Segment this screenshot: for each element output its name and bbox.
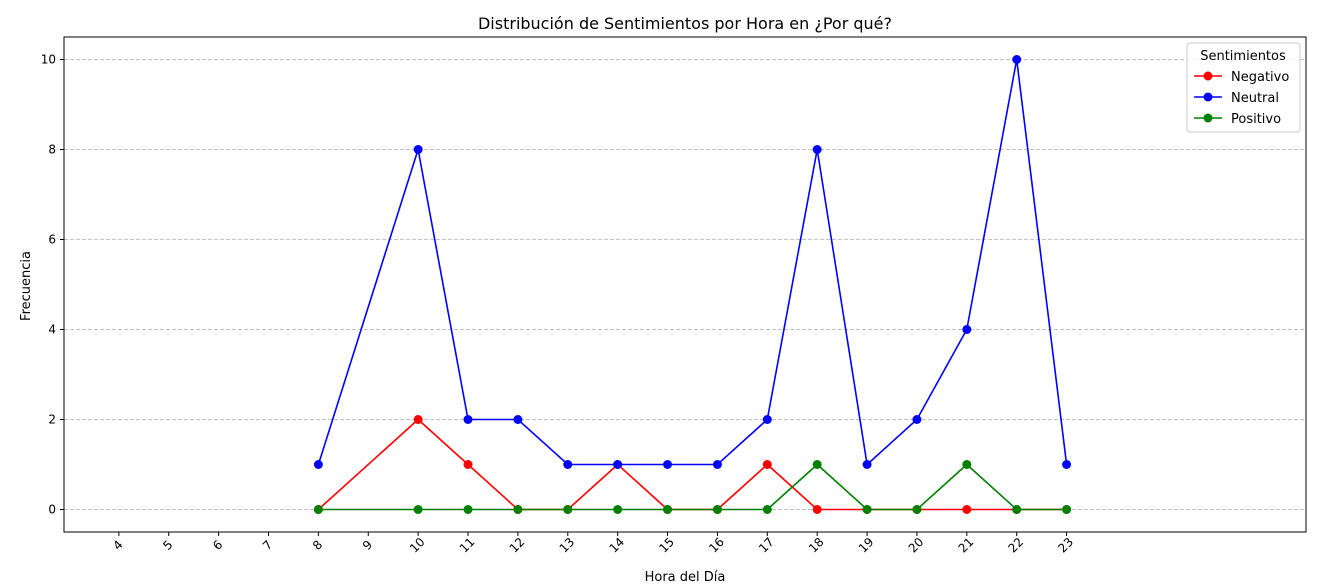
data-point-positivo-10 (413, 505, 423, 514)
x-tick-label: 6 (210, 538, 225, 553)
data-point-neutral-16 (712, 460, 722, 469)
x-tick-label: 8 (310, 538, 325, 553)
y-tick-label: 4 (48, 323, 56, 337)
x-axis-label: Hora del Día (645, 570, 726, 585)
data-point-neutral-20 (912, 415, 922, 424)
x-tick-label: 15 (656, 535, 677, 556)
legend-label: Negativo (1231, 70, 1289, 85)
data-point-neutral-17 (762, 415, 772, 424)
x-tick-label: 13 (557, 535, 578, 556)
legend-label: Positivo (1231, 112, 1281, 127)
data-point-positivo-23 (1062, 505, 1072, 514)
data-point-negativo-21 (962, 505, 972, 514)
data-point-negativo-18 (812, 505, 822, 514)
data-point-neutral-12 (513, 415, 523, 424)
legend-title: Sentimientos (1200, 49, 1286, 64)
data-point-positivo-17 (762, 505, 772, 514)
data-point-positivo-8 (313, 505, 323, 514)
data-point-neutral-23 (1062, 460, 1072, 469)
x-tick-label: 5 (160, 538, 175, 553)
gridlines (64, 59, 1306, 510)
legend-item-negativo: Negativo (1194, 70, 1289, 85)
y-axis-ticks: 0 2 4 6 8 10 (41, 53, 64, 517)
legend-swatch-marker (1203, 92, 1213, 102)
x-tick-label: 9 (360, 538, 375, 553)
data-point-positivo-14 (613, 505, 623, 514)
data-point-positivo-22 (1012, 505, 1022, 514)
legend-swatch-marker (1203, 71, 1213, 81)
data-point-negativo-10 (413, 415, 423, 424)
data-point-positivo-20 (912, 505, 922, 514)
chart-title: Distribución de Sentimientos por Hora en… (478, 14, 892, 33)
y-tick-label: 0 (48, 503, 56, 517)
y-axis-label: Frecuencia (19, 251, 34, 321)
data-point-neutral-18 (812, 145, 822, 154)
legend-item-positivo: Positivo (1194, 112, 1281, 127)
data-point-neutral-14 (613, 460, 623, 469)
x-tick-label: 22 (1006, 535, 1027, 556)
data-point-positivo-13 (563, 505, 573, 514)
x-tick-label: 17 (756, 535, 777, 556)
x-tick-label: 11 (457, 535, 478, 556)
data-point-negativo-17 (762, 460, 772, 469)
series-positivo (313, 460, 1072, 514)
x-tick-label: 14 (606, 535, 627, 556)
legend-label: Neutral (1231, 91, 1279, 106)
x-tick-label: 19 (856, 535, 877, 556)
y-tick-label: 2 (48, 413, 56, 427)
series-line-neutral (317, 59, 1068, 467)
data-point-neutral-11 (463, 415, 473, 424)
x-tick-label: 16 (706, 535, 727, 556)
legend: Sentimientos Negativo Neutral Positivo (1186, 42, 1301, 133)
x-tick-label: 7 (260, 538, 275, 553)
series-neutral (313, 55, 1072, 469)
x-tick-label: 20 (906, 535, 927, 556)
x-tick-label: 10 (407, 535, 428, 556)
plot-frame (63, 36, 1307, 533)
data-point-positivo-19 (862, 505, 872, 514)
x-tick-label: 21 (956, 535, 977, 556)
data-point-neutral-22 (1012, 55, 1022, 64)
data-point-neutral-19 (862, 460, 872, 469)
legend-swatch-marker (1203, 113, 1213, 123)
x-tick-label: 12 (507, 535, 528, 556)
x-tick-label: 23 (1055, 535, 1076, 556)
data-point-positivo-16 (712, 505, 722, 514)
data-point-positivo-21 (962, 460, 972, 469)
x-tick-label: 18 (806, 535, 827, 556)
data-point-positivo-12 (513, 505, 523, 514)
y-tick-label: 6 (48, 233, 56, 247)
data-point-neutral-10 (413, 145, 423, 154)
data-point-positivo-11 (463, 505, 473, 514)
data-point-neutral-15 (663, 460, 673, 469)
data-point-positivo-18 (812, 460, 822, 469)
legend-box (1186, 42, 1301, 133)
data-point-negativo-11 (463, 460, 473, 469)
x-tick-label: 4 (110, 538, 125, 553)
data-point-neutral-13 (563, 460, 573, 469)
data-point-neutral-8 (313, 460, 323, 469)
x-axis-ticks: 4 5 6 7 8 9 10 11 12 13 14 15 16 17 18 19 20 21 22 23 (110, 532, 1076, 556)
legend-item-neutral: Neutral (1194, 91, 1279, 106)
data-point-positivo-15 (663, 505, 673, 514)
y-tick-label: 10 (41, 53, 56, 67)
y-tick-label: 8 (48, 143, 56, 157)
series-line-positivo (318, 463, 1067, 511)
data-point-neutral-21 (962, 325, 972, 334)
series-lines (313, 55, 1072, 514)
